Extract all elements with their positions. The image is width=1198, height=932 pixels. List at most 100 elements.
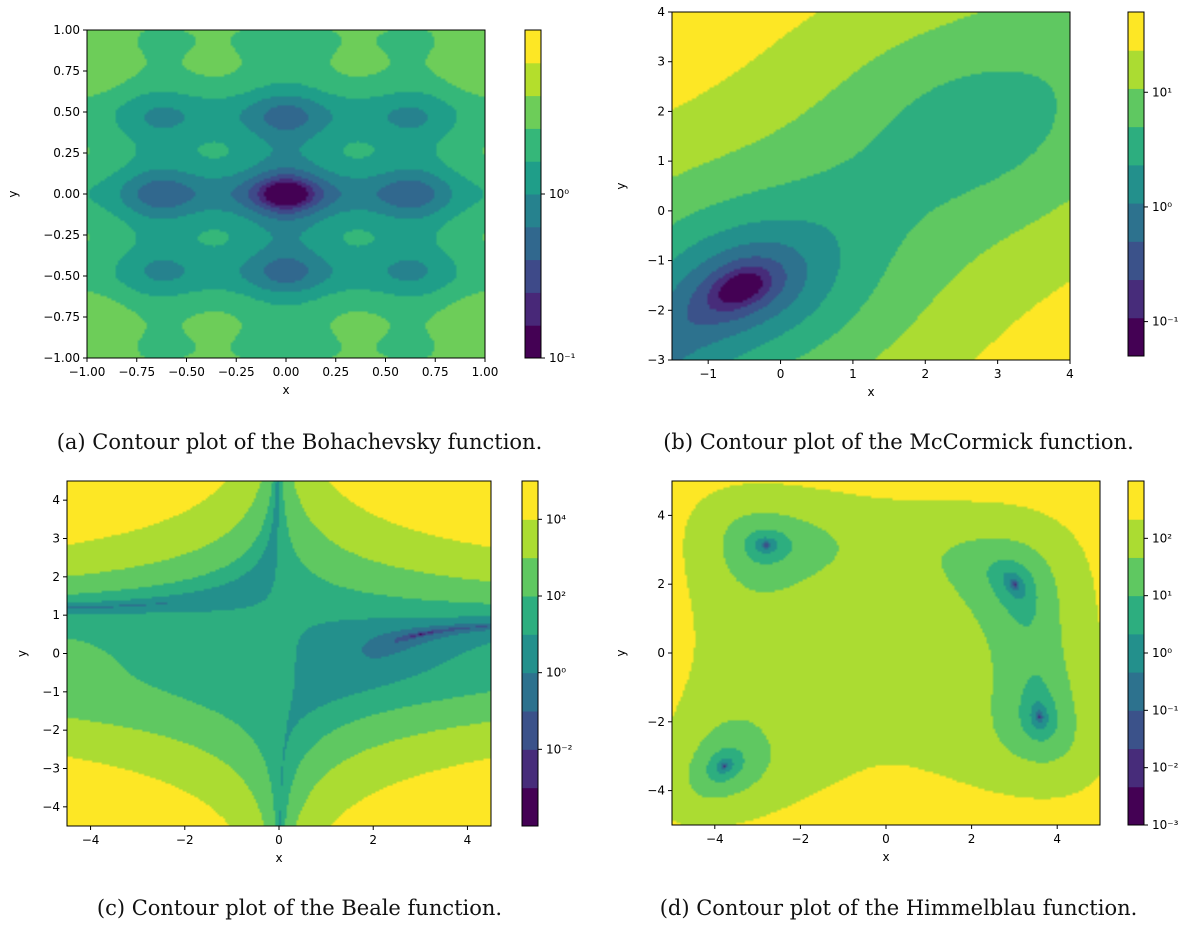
y-tick-label: 4 [52, 493, 60, 507]
colorbar-level [525, 194, 541, 228]
colorbar-level [1128, 317, 1144, 357]
x-axis-label: x [867, 385, 874, 399]
contour-chart-beale: −4 −2 0 2 4 −4 −3 −2 −1 0 1 2 3 4 x y 10⁻² 10⁰ 10² 10⁴ [15, 480, 573, 865]
x-tick-label: 0 [882, 832, 890, 846]
x-axis-label: x [275, 851, 282, 865]
x-tick-label: −0.25 [218, 365, 255, 379]
x-tick-label: 4 [1053, 832, 1061, 846]
panel-bohachevsky: −1.00 −0.75 −0.50 −0.25 0.00 0.25 0.50 0.75 1.00… [0, 0, 599, 466]
colorbar-level [1128, 557, 1144, 597]
colorbar-level [522, 749, 538, 789]
y-tick-label: −4 [647, 784, 665, 798]
colorbar-level [1128, 164, 1144, 204]
x-tick-label: 2 [921, 367, 929, 381]
colorbar-level [1128, 710, 1144, 750]
colorbar-tick-label: 10⁻² [1152, 761, 1179, 775]
x-tick-label: 0 [275, 833, 283, 847]
y-tick-label: 2 [657, 104, 665, 118]
y-tick-label: −3 [647, 353, 665, 367]
colorbar-tick-label: 10⁰ [1152, 646, 1172, 660]
y-tick-label: 3 [657, 55, 665, 69]
panel-beale: −4 −2 0 2 4 −4 −3 −2 −1 0 1 2 3 4 x y 10⁻² 10⁰ 10² 10⁴ (c) … [0, 466, 599, 932]
colorbar-level [525, 161, 541, 195]
colorbar-level [1128, 12, 1144, 51]
y-tick-label: −2 [647, 715, 665, 729]
caption-himmelblau: (d) Contour plot of the Himmelblau funct… [659, 896, 1138, 920]
x-tick-label: −1 [699, 367, 717, 381]
y-axis-label: y [15, 650, 29, 657]
colorbar-level [525, 259, 541, 293]
colorbar-level [525, 128, 541, 162]
y-tick-label: −0.25 [43, 228, 80, 242]
y-tick-label: −2 [42, 723, 60, 737]
colorbar-level [525, 325, 541, 359]
y-tick-label: 0 [52, 647, 60, 661]
y-tick-label: 0 [657, 646, 665, 660]
y-tick-label: 1.00 [53, 23, 80, 37]
y-tick-label: −1 [647, 254, 665, 268]
colorbar-frame [1127, 11, 1145, 357]
colorbar-tick-label: 10⁻³ [1152, 818, 1179, 832]
colorbar-level [525, 95, 541, 129]
contour-fill [672, 481, 1100, 825]
y-axis-label: y [614, 649, 628, 656]
caption-bohachevsky: (a) Contour plot of the Bohachevsky func… [56, 430, 543, 454]
colorbar-tick-label: 10⁰ [1152, 200, 1172, 214]
colorbar-level [1128, 241, 1144, 281]
y-tick-label: 3 [52, 532, 60, 546]
colorbar-level [1128, 786, 1144, 826]
colorbar-level [1128, 595, 1144, 635]
x-tick-label: −2 [792, 832, 810, 846]
colorbar-tick-label: 10² [1152, 531, 1172, 545]
colorbar-level [1128, 126, 1144, 166]
colorbar-level [1128, 279, 1144, 319]
colorbar-level [1128, 88, 1144, 128]
colorbar-level [1128, 633, 1144, 673]
x-axis-label: x [882, 850, 889, 864]
y-tick-label: 0 [657, 204, 665, 218]
y-tick-label: −4 [42, 800, 60, 814]
colorbar-level [522, 557, 538, 597]
colorbar-level [522, 787, 538, 827]
colorbar-tick-label: 10¹ [1152, 589, 1172, 603]
y-tick-label: 0.25 [53, 146, 80, 160]
contour-fill [67, 481, 491, 826]
x-tick-label: −0.75 [118, 365, 155, 379]
colorbar-tick-label: 10² [546, 589, 566, 603]
contour-chart-bohachevsky: −1.00 −0.75 −0.50 −0.25 0.00 0.25 0.50 0.75 1.00… [6, 23, 576, 397]
colorbar-level [525, 226, 541, 261]
contour-chart-mccormick: −1 0 1 2 3 4 −3 −2 −1 0 1 2 3 4 x y 10⁻¹ 10⁰ 10¹ [614, 5, 1179, 399]
contour-chart-himmelblau: −4 −2 0 2 4 −4 −2 0 2 4 x y 10⁻³ 10⁻² 10⁻¹ 10⁰ 10¹ 10² [614, 480, 1179, 864]
y-tick-label: 4 [657, 5, 665, 19]
y-tick-label: 1 [657, 154, 665, 168]
x-tick-label: 4 [464, 833, 472, 847]
x-tick-label: 1.00 [472, 365, 499, 379]
colorbar-tick-label: 10⁰ [549, 187, 569, 201]
x-tick-label: 2 [968, 832, 976, 846]
x-tick-label: −1.00 [69, 365, 106, 379]
colorbar-tick-label: 10⁻¹ [1152, 315, 1179, 329]
colorbar-level [522, 672, 538, 712]
colorbar-level [525, 62, 541, 97]
x-tick-label: −4 [82, 833, 100, 847]
colorbar-level [1128, 203, 1144, 242]
y-tick-label: 2 [657, 577, 665, 591]
colorbar-level [1128, 672, 1144, 711]
colorbar-tick-label: 10¹ [1152, 85, 1172, 99]
y-axis-label: y [6, 190, 20, 197]
colorbar-tick-label: 10⁻¹ [549, 351, 576, 365]
panel-mccormick: −1 0 1 2 3 4 −3 −2 −1 0 1 2 3 4 x y 10⁻¹ 10⁰ 10¹ (b) Conto… [599, 0, 1198, 466]
colorbar-tick-label: 10⁻² [546, 742, 573, 756]
colorbar-level [522, 481, 538, 520]
colorbar-level [522, 634, 538, 674]
colorbar-frame [521, 480, 539, 827]
x-tick-label: 3 [994, 367, 1002, 381]
x-tick-label: 4 [1066, 367, 1074, 381]
colorbar-level [525, 30, 541, 64]
x-tick-label: −4 [706, 832, 724, 846]
plot-frame [671, 11, 1071, 361]
y-tick-label: −2 [647, 303, 665, 317]
y-tick-label: 0.75 [53, 64, 80, 78]
y-tick-label: −1.00 [43, 351, 80, 365]
x-tick-label: 0.50 [372, 365, 399, 379]
